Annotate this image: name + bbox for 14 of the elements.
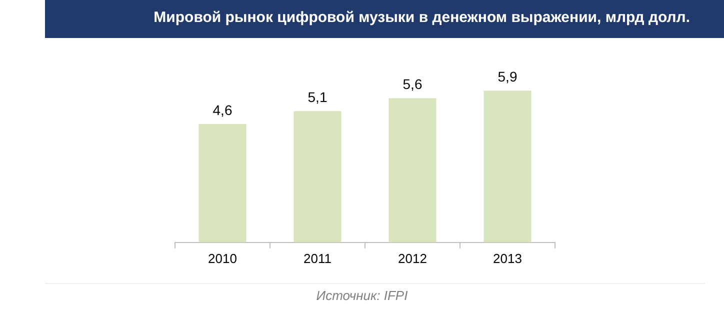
x-tick-label: 2013 — [493, 250, 522, 266]
bar — [198, 124, 246, 242]
text: Источник: IFPI — [315, 288, 409, 303]
data-label: 4,6 — [212, 102, 232, 118]
x-tick-label: 2010 — [208, 250, 237, 266]
chart-title: Мировой рынок цифровой музыки в денежном выражении, млрд долл. — [154, 9, 690, 26]
data-label: 5,1 — [308, 89, 328, 106]
x-tick-label: 2011 — [304, 250, 332, 266]
data-label: 5,9 — [498, 68, 518, 84]
bar — [294, 111, 342, 242]
data-label: 5,6 — [402, 76, 422, 92]
x-tick-label: 2012 — [398, 250, 427, 266]
bar — [388, 98, 436, 242]
bar — [484, 90, 532, 242]
